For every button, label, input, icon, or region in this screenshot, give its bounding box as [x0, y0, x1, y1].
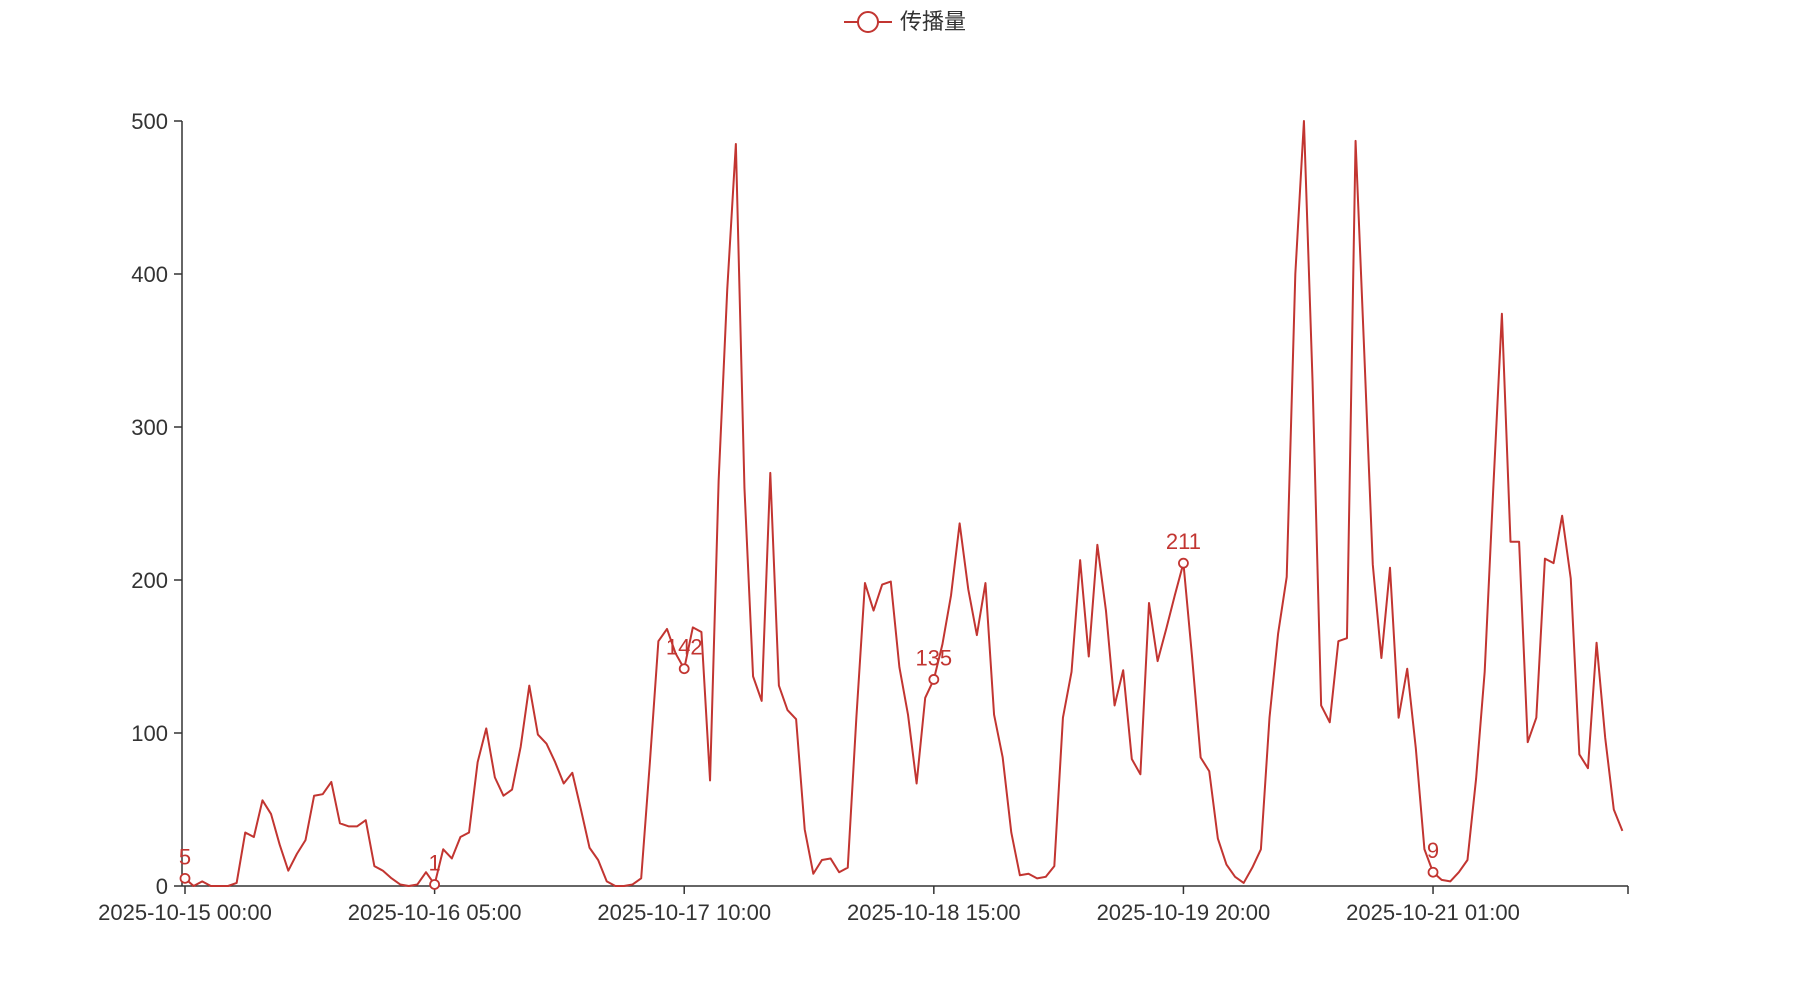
- y-tick-label: 300: [131, 415, 168, 440]
- data-point-label: 142: [666, 635, 703, 660]
- legend[interactable]: 传播量: [844, 10, 966, 35]
- legend-label: 传播量: [900, 10, 966, 35]
- data-point-marker[interactable]: [928, 674, 940, 685]
- data-point-label: 5: [179, 844, 191, 869]
- x-tick-label: 2025-10-19 20:00: [1097, 900, 1271, 925]
- data-point-label: 135: [915, 645, 952, 670]
- x-tick-label: 2025-10-15 00:00: [98, 900, 272, 925]
- y-tick-label: 400: [131, 262, 168, 287]
- data-point-label: 1: [428, 850, 440, 875]
- legend-circle-marker: [857, 11, 879, 33]
- data-point-label: 211: [1166, 529, 1201, 554]
- y-tick-label: 200: [131, 568, 168, 593]
- x-tick-label: 2025-10-21 01:00: [1346, 900, 1520, 925]
- y-tick-label: 100: [131, 721, 168, 746]
- y-tick-label: 0: [156, 874, 168, 899]
- x-tick-label: 2025-10-17 10:00: [597, 900, 771, 925]
- data-point-marker[interactable]: [678, 663, 690, 675]
- data-point-label: 9: [1427, 838, 1439, 863]
- series-line-传播量: [184, 120, 1624, 887]
- data-point-marker[interactable]: [1178, 557, 1189, 569]
- point-labels: 5 1 142 135 211 9: [179, 529, 1439, 890]
- series: [184, 120, 1624, 887]
- x-tick-label: 2025-10-16 05:00: [348, 900, 522, 925]
- axes: 0 100 200 300 400 500 2025-10-15 00:00 2025-10-…: [98, 109, 1629, 925]
- data-point-marker[interactable]: [429, 879, 441, 890]
- x-tick-label: 2025-10-18 15:00: [847, 900, 1021, 925]
- y-tick-label: 500: [131, 109, 168, 134]
- data-point-marker[interactable]: [1427, 866, 1439, 878]
- data-point-marker[interactable]: [179, 872, 191, 884]
